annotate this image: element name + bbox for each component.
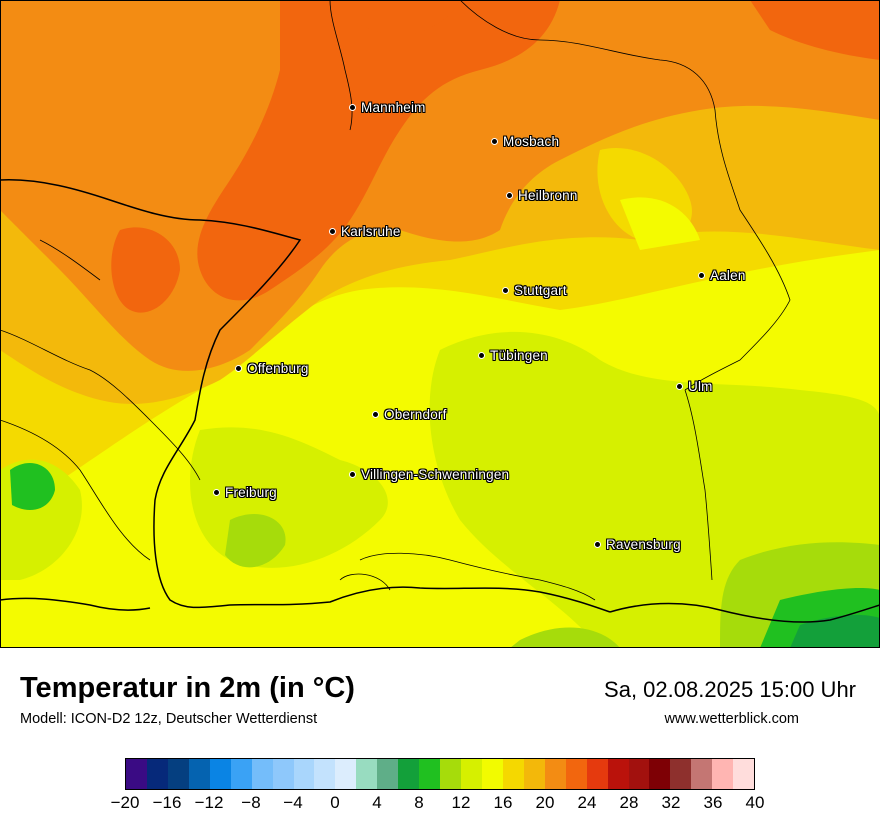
legend-tick-label: −16 [152, 793, 182, 812]
legend-color-segment [523, 759, 545, 789]
legend-tick-labels: −20 −16 −12 −8 −4 0 4 8 12 16 20 24 28 32 36 40 [0, 793, 880, 817]
city-label: Ulm [688, 378, 713, 394]
legend-color-segment [335, 759, 357, 789]
city-oberndorf: Oberndorf [372, 406, 447, 422]
city-offenburg: Offenburg [235, 360, 309, 376]
map-title: Temperatur in 2m (in °C) [20, 672, 355, 704]
legend-tick-label: 8 [414, 793, 424, 812]
city-label: Tübingen [490, 347, 548, 363]
legend-color-segment [293, 759, 315, 789]
city-label: Oberndorf [384, 406, 447, 422]
legend-tick-label: 16 [493, 793, 513, 812]
legend-color-segment [188, 759, 210, 789]
legend-tick-label: 40 [745, 793, 765, 812]
city-label: Mosbach [503, 133, 560, 149]
legend-color-segment [419, 759, 441, 789]
city-marker-icon [491, 137, 498, 145]
legend-color-segment [712, 759, 734, 789]
city-label: Heilbronn [518, 187, 578, 203]
city-marker-icon [235, 364, 242, 372]
city-karlsruhe: Karlsruhe [329, 223, 401, 239]
city-marker-icon [329, 227, 336, 235]
legend-color-segment [691, 759, 713, 789]
legend-color-segment [670, 759, 692, 789]
legend-tick-label: 4 [372, 793, 382, 812]
city-aalen: Aalen [698, 267, 746, 283]
legend-color-segment [230, 759, 252, 789]
city-marker-icon [478, 351, 485, 359]
city-mosbach: Mosbach [491, 133, 559, 149]
city-heilbronn: Heilbronn [506, 187, 578, 203]
city-label: Karlsruhe [341, 223, 401, 239]
legend-color-segment [649, 759, 671, 789]
legend-color-segment [272, 759, 294, 789]
city-marker-icon [349, 103, 356, 111]
city-marker-icon [506, 191, 513, 199]
city-label: Mannheim [361, 99, 426, 115]
city-label: Freiburg [225, 484, 277, 500]
temperature-map [0, 0, 880, 648]
legend-color-segment [607, 759, 629, 789]
legend-color-segment [565, 759, 587, 789]
legend-color-segment [251, 759, 273, 789]
city-marker-icon [213, 488, 220, 496]
city-marker-icon [502, 286, 509, 294]
city-mannheim: Mannheim [349, 99, 426, 115]
city-ulm: Ulm [676, 378, 713, 394]
city-villingen: Villingen-Schwenningen [349, 466, 509, 482]
legend-tick-label: 32 [661, 793, 681, 812]
legend-tick-label: −12 [194, 793, 224, 812]
legend-color-segment [126, 759, 147, 789]
legend-color-segment [356, 759, 378, 789]
city-ravensburg: Ravensburg [594, 536, 681, 552]
city-marker-icon [676, 382, 683, 390]
legend-color-segment [586, 759, 608, 789]
city-marker-icon [372, 410, 379, 418]
legend-color-segment [377, 759, 399, 789]
city-label: Aalen [710, 267, 746, 283]
city-tuebingen: Tübingen [478, 347, 548, 363]
city-label: Villingen-Schwenningen [361, 466, 510, 482]
legend-color-segment [398, 759, 420, 789]
legend-color-segment [628, 759, 650, 789]
city-freiburg: Freiburg [213, 484, 277, 500]
city-stuttgart: Stuttgart [502, 282, 567, 298]
city-label: Stuttgart [514, 282, 567, 298]
legend-color-segment [167, 759, 189, 789]
legend-tick-label: −4 [283, 793, 303, 812]
legend-tick-label: −8 [241, 793, 261, 812]
legend-tick-label: −20 [110, 793, 140, 812]
city-marker-icon [698, 271, 705, 279]
legend-color-segment [461, 759, 482, 789]
city-label: Offenburg [247, 360, 309, 376]
legend-tick-label: 24 [577, 793, 597, 812]
legend-color-segment [481, 759, 503, 789]
legend-color-segment [502, 759, 524, 789]
website-link[interactable]: www.wetterblick.com [664, 711, 799, 727]
legend-color-segment [544, 759, 566, 789]
legend-color-segment [146, 759, 168, 789]
legend-tick-label: 28 [619, 793, 639, 812]
city-label: Ravensburg [606, 536, 681, 552]
city-marker-icon [349, 470, 356, 478]
legend-color-segment [314, 759, 336, 789]
legend-color-segment [209, 759, 231, 789]
temperature-legend-colorbar [125, 758, 755, 790]
legend-tick-label: 36 [703, 793, 723, 812]
legend-color-segment [733, 759, 755, 789]
legend-tick-label: 0 [330, 793, 340, 812]
forecast-datetime: Sa, 02.08.2025 15:00 Uhr [604, 677, 856, 702]
legend-tick-label: 20 [535, 793, 555, 812]
city-marker-icon [594, 540, 601, 548]
legend-color-segment [440, 759, 461, 789]
model-source: Modell: ICON-D2 12z, Deutscher Wetterdie… [20, 711, 318, 727]
legend-tick-label: 12 [451, 793, 471, 812]
